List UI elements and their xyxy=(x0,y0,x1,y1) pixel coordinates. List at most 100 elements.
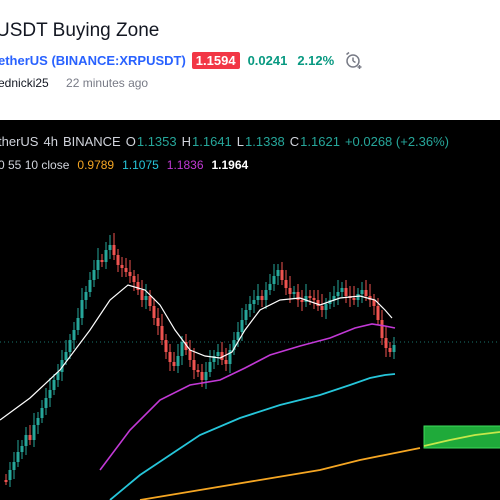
candle xyxy=(44,398,48,408)
candle xyxy=(292,292,296,294)
candle xyxy=(148,296,152,306)
candle xyxy=(84,292,88,300)
candle xyxy=(160,326,164,340)
candle xyxy=(76,318,80,330)
high-value: 1.1641 xyxy=(192,134,232,149)
candle xyxy=(40,408,44,418)
candle xyxy=(260,296,264,300)
open-label: O xyxy=(125,134,136,149)
candle xyxy=(120,265,124,268)
zone-average-line xyxy=(423,431,500,447)
candle xyxy=(132,276,136,282)
candle xyxy=(56,372,60,380)
candle xyxy=(248,304,252,310)
candle xyxy=(252,300,256,304)
candle xyxy=(212,356,216,362)
candle xyxy=(368,296,372,300)
candle xyxy=(316,300,320,306)
candle xyxy=(384,338,388,348)
candle xyxy=(200,372,204,380)
ohlc-legend: therUS 4h BINANCE O 1.1353 H 1.1641 L 1.… xyxy=(0,134,454,149)
high-label: H xyxy=(181,134,192,149)
candle xyxy=(48,390,52,398)
candle xyxy=(12,462,16,470)
candle xyxy=(192,360,196,370)
legend-exchange: BINANCE xyxy=(62,134,121,149)
candle xyxy=(92,270,96,280)
candle xyxy=(108,245,112,250)
alarm-clock-plus-icon[interactable] xyxy=(344,50,364,70)
candle xyxy=(360,290,364,294)
indicator-legend: 0 55 10 close 0.9789 1.1075 1.1836 1.196… xyxy=(0,158,256,172)
candle xyxy=(52,380,56,390)
candle xyxy=(288,288,292,294)
idea-title: USDT Buying Zone xyxy=(0,20,160,41)
candle xyxy=(324,304,328,310)
low-label: L xyxy=(236,134,245,149)
candle xyxy=(184,342,188,350)
candle xyxy=(344,288,348,296)
close-value: 1.1621 xyxy=(300,134,340,149)
candle xyxy=(332,296,336,300)
candle xyxy=(240,320,244,332)
candle xyxy=(392,345,396,352)
candle xyxy=(88,280,92,292)
candle xyxy=(156,318,160,326)
price-change-percent: 2.12% xyxy=(297,52,335,68)
candle xyxy=(168,352,172,362)
author-line: ednicki25 22 minutes ago xyxy=(0,76,148,90)
candle xyxy=(124,268,128,272)
candle xyxy=(372,300,376,306)
candle xyxy=(272,276,276,284)
author-name[interactable]: ednicki25 xyxy=(0,76,49,90)
candle xyxy=(8,470,12,480)
candle xyxy=(256,296,260,300)
candle xyxy=(224,360,228,364)
open-value: 1.1353 xyxy=(136,134,177,149)
symbol-link[interactable]: etherUS (BINANCE:XRPUSDT) xyxy=(0,52,186,68)
indicator-value-1: 0.9789 xyxy=(77,158,115,172)
candle xyxy=(136,282,140,290)
candle xyxy=(180,342,184,356)
candle xyxy=(280,270,284,280)
legend-symbol[interactable]: therUS xyxy=(0,134,39,149)
candle xyxy=(364,290,368,296)
candle xyxy=(204,372,208,380)
candle xyxy=(220,352,224,360)
candle xyxy=(64,352,68,360)
indicator-value-4: 1.1964 xyxy=(211,158,249,172)
candle xyxy=(112,245,116,255)
moving-average-mid-line xyxy=(99,323,396,471)
candle xyxy=(268,284,272,290)
candle xyxy=(80,300,84,318)
candle xyxy=(320,306,324,310)
candle xyxy=(172,362,176,366)
candle xyxy=(176,356,180,366)
price-chart[interactable] xyxy=(0,120,500,500)
candle xyxy=(188,350,192,360)
candle xyxy=(32,425,36,440)
indicator-params[interactable]: 0 55 10 close xyxy=(0,158,70,172)
candle xyxy=(296,292,300,300)
candle xyxy=(164,340,168,352)
moving-average-longest-line xyxy=(139,447,421,500)
candle xyxy=(144,296,148,300)
candle xyxy=(244,310,248,320)
candle xyxy=(276,270,280,276)
low-value: 1.1338 xyxy=(245,134,285,149)
candle xyxy=(68,340,72,352)
candle xyxy=(264,290,268,300)
candle xyxy=(60,360,64,372)
time-ago: 22 minutes ago xyxy=(66,76,149,90)
candle xyxy=(104,250,108,262)
legend-change: +0.0268 (+2.36%) xyxy=(344,134,450,149)
candle xyxy=(24,435,28,446)
candle xyxy=(100,260,104,262)
candle xyxy=(312,298,316,300)
price-change: 0.0241 xyxy=(247,52,288,68)
candle xyxy=(16,452,20,462)
moving-average-short-line xyxy=(0,284,393,421)
candle xyxy=(28,435,32,440)
candle xyxy=(300,300,304,302)
legend-interval[interactable]: 4h xyxy=(43,134,58,149)
